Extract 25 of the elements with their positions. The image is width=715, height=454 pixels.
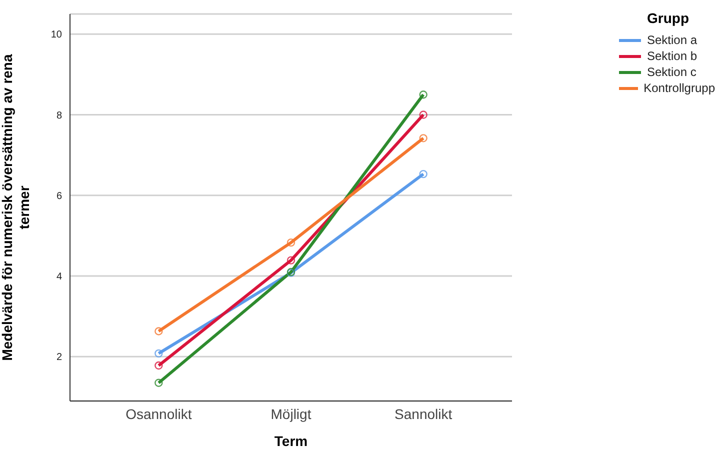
x-tick-label: Möjligt [270,406,312,422]
y-tick-label: 4 [56,272,62,283]
legend-label: Sektion b [647,49,698,63]
legend-label: Sektion a [647,33,698,47]
legend-title: Grupp [647,10,690,26]
y-tick-label: 2 [56,352,62,364]
point [419,90,428,99]
legend-label: Kontrollgrupp [644,81,715,95]
y-tick-label: 8 [56,110,62,122]
y-axis-title: Medelvärde för numerisk översättning av rena termer [0,54,32,361]
y-tick-label: 6 [56,190,62,202]
point [419,170,428,178]
point [419,134,428,142]
legend-label: Sektion c [647,65,696,79]
point [154,361,163,370]
point [286,238,296,247]
y-tick-label: 10 [50,30,62,41]
point [419,110,428,119]
point [154,327,163,336]
point [154,349,163,358]
point [286,256,296,264]
point [154,378,163,387]
x-tick-label: Osannolikt [126,406,192,422]
x-axis-title: Term [274,433,308,449]
x-tick-label: Sannolikt [394,406,452,422]
